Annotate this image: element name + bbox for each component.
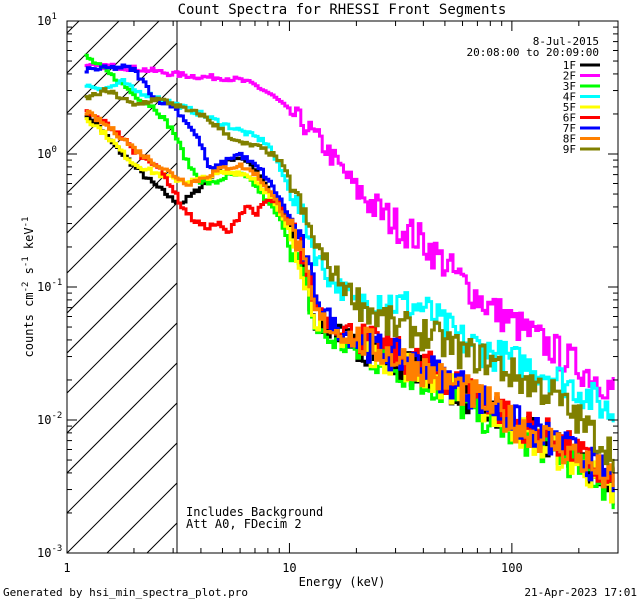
series-2F [84,62,615,400]
legend-label: 4F [563,91,576,104]
x-tick-label: 100 [501,561,523,575]
annotation-background: Includes Background [186,505,323,519]
series-8F [84,109,615,489]
hatch-line [67,362,177,474]
axis-ticks [66,21,619,554]
hatch-line [67,21,80,34]
y-tick-label: 101 [37,12,57,28]
hatch-line [67,202,177,314]
hatched-region [67,21,177,553]
legend-label: 9F [563,143,576,156]
series-7F [84,63,615,493]
time-range-label: 20:08:00 to 20:09:00 [467,46,599,59]
date-label: 8-Jul-2015 [533,35,599,48]
y-tick-label: 10-2 [37,411,62,427]
series-4F [84,78,615,423]
legend-label: 8F [563,133,576,146]
legend-label: 2F [563,70,576,83]
timestamp-label: 21-Apr-2023 17:01 [524,586,637,599]
legend-label: 7F [563,122,576,135]
y-tick-label: 10-1 [37,278,62,294]
legend-label: 6F [563,112,576,125]
series-layer [84,53,615,510]
annotation-attenuator: Att A0, FDecim 2 [186,517,302,531]
hatch-line [67,242,177,354]
hatch-line [67,442,177,553]
hatch-line [67,402,177,514]
x-tick-labels: 1 10 100 [63,561,522,575]
generated-by-label: Generated by hsi_min_spectra_plot.pro [3,586,248,599]
y-tick-labels: 101 100 10-1 10-2 10-3 [37,12,62,560]
hatch-line [67,162,177,274]
chart-title: Count Spectra for RHESSI Front Segments [178,2,507,18]
y-tick-label: 100 [37,145,57,161]
hatch-line [67,82,177,194]
legend-label: 5F [563,101,576,114]
y-axis-label: counts cm-2 s-1 keV-1 [21,217,36,358]
series-9F [84,87,615,473]
y-tick-label: 10-3 [37,544,62,560]
legend-label: 3F [563,80,576,93]
x-axis-label: Energy (keV) [299,575,386,589]
x-tick-label: 1 [63,561,70,575]
legend-label: 1F [563,59,576,72]
hatch-line [67,122,177,234]
x-tick-label: 10 [282,561,296,575]
